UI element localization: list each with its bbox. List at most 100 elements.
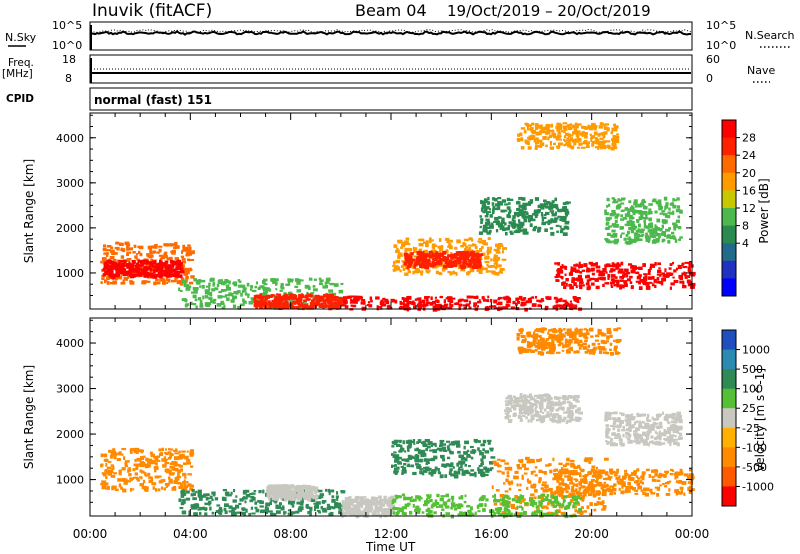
scatter-cell [568, 283, 573, 287]
scatter-cell [656, 486, 661, 491]
scatter-cell [575, 125, 579, 129]
scatter-cell [667, 211, 671, 214]
scatter-cell [283, 497, 287, 502]
scatter-cell [184, 303, 188, 308]
scatter-cell [412, 503, 415, 508]
nsearch-label: N.Search [745, 29, 795, 42]
scatter-cell [279, 289, 283, 292]
scatter-cell [376, 502, 381, 505]
scatter-cell [664, 470, 669, 473]
scatter-cell [647, 269, 651, 273]
scatter-cell [436, 261, 440, 265]
scatter-cell [282, 295, 287, 299]
scatter-cell [159, 257, 163, 261]
scatter-cell [665, 492, 671, 496]
scatter-cell [467, 264, 472, 268]
scatter-cell [155, 265, 161, 270]
scatter-cell [425, 301, 430, 305]
scatter-cell [473, 258, 477, 262]
scatter-cell [471, 449, 475, 452]
scatter-cell [342, 503, 345, 506]
scatter-cell [361, 512, 367, 516]
scatter-cell [360, 299, 366, 302]
scatter-cell [128, 473, 132, 477]
scatter-cell [211, 498, 214, 501]
scatter-cell [307, 511, 310, 515]
scatter-cell [673, 237, 677, 240]
scatter-cell [590, 282, 595, 286]
scatter-cell [634, 492, 639, 495]
scatter-cell [270, 278, 275, 282]
scatter-cell [538, 503, 543, 507]
scatter-cell [689, 264, 692, 268]
scatter-cell [359, 296, 363, 299]
scatter-cell [414, 459, 420, 463]
scatter-cell [522, 231, 527, 235]
scatter-cell [597, 146, 600, 150]
scatter-cell [294, 278, 300, 282]
scatter-cell [146, 280, 151, 283]
scatter-cell [604, 227, 610, 230]
scatter-cell [424, 259, 427, 263]
scatter-cell [245, 508, 248, 513]
scatter-cell [218, 508, 223, 513]
scatter-cell [412, 471, 417, 476]
scatter-cell [474, 471, 477, 476]
scatter-cell [363, 511, 366, 514]
scatter-cell [181, 298, 187, 302]
scatter-cell [232, 281, 238, 285]
scatter-cell [628, 485, 633, 490]
scatter-cell [591, 465, 596, 469]
scatter-cell [463, 254, 468, 259]
scatter-cell [374, 508, 380, 512]
scatter-cell [518, 505, 523, 508]
scatter-cell [162, 464, 167, 468]
scatter-cell [644, 212, 648, 216]
scatter-cell [648, 208, 652, 212]
scatter-cell [452, 466, 455, 469]
scatter-cell [593, 128, 597, 131]
scatter-cell [466, 455, 472, 458]
scatter-cell [647, 229, 652, 233]
scatter-cell [538, 500, 541, 504]
scatter-cell [327, 300, 330, 303]
scatter-cell [124, 461, 128, 466]
scatter-cell [185, 276, 189, 280]
scatter-cell [267, 300, 271, 303]
scatter-cell [550, 206, 554, 210]
scatter-cell [637, 203, 643, 208]
scatter-cell [448, 263, 454, 266]
scatter-cell [525, 212, 529, 216]
scatter-cell [400, 302, 405, 305]
scatter-cell [553, 135, 558, 139]
power-ylabel: Slant Range [km] [22, 159, 36, 263]
scatter-cell [176, 265, 181, 269]
scatter-cell [549, 146, 553, 149]
scatter-cell [392, 454, 396, 458]
scatter-cell [436, 253, 441, 256]
scatter-cell [672, 276, 675, 279]
scatter-cell [100, 463, 103, 468]
scatter-cell [600, 487, 604, 490]
scatter-cell [485, 218, 490, 222]
scatter-cell [527, 298, 532, 302]
scatter-cell [142, 455, 146, 458]
scatter-cell [462, 304, 466, 307]
scatter-cell [424, 296, 427, 300]
scatter-cell [105, 253, 109, 257]
scatter-cell [566, 457, 570, 462]
scatter-cell [566, 226, 570, 230]
scatter-cell [636, 235, 640, 239]
scatter-cell [470, 473, 475, 476]
scatter-cell [599, 501, 604, 506]
scatter-cell [665, 202, 669, 206]
scatter-cell [515, 229, 521, 234]
scatter-cell [574, 139, 580, 143]
scatter-cell [519, 483, 522, 487]
scatter-cell [241, 513, 245, 516]
scatter-cell [302, 484, 307, 488]
scatter-cell [416, 465, 419, 469]
scatter-cell [603, 481, 607, 485]
scatter-cell [492, 208, 495, 213]
scatter-cell [465, 255, 470, 258]
